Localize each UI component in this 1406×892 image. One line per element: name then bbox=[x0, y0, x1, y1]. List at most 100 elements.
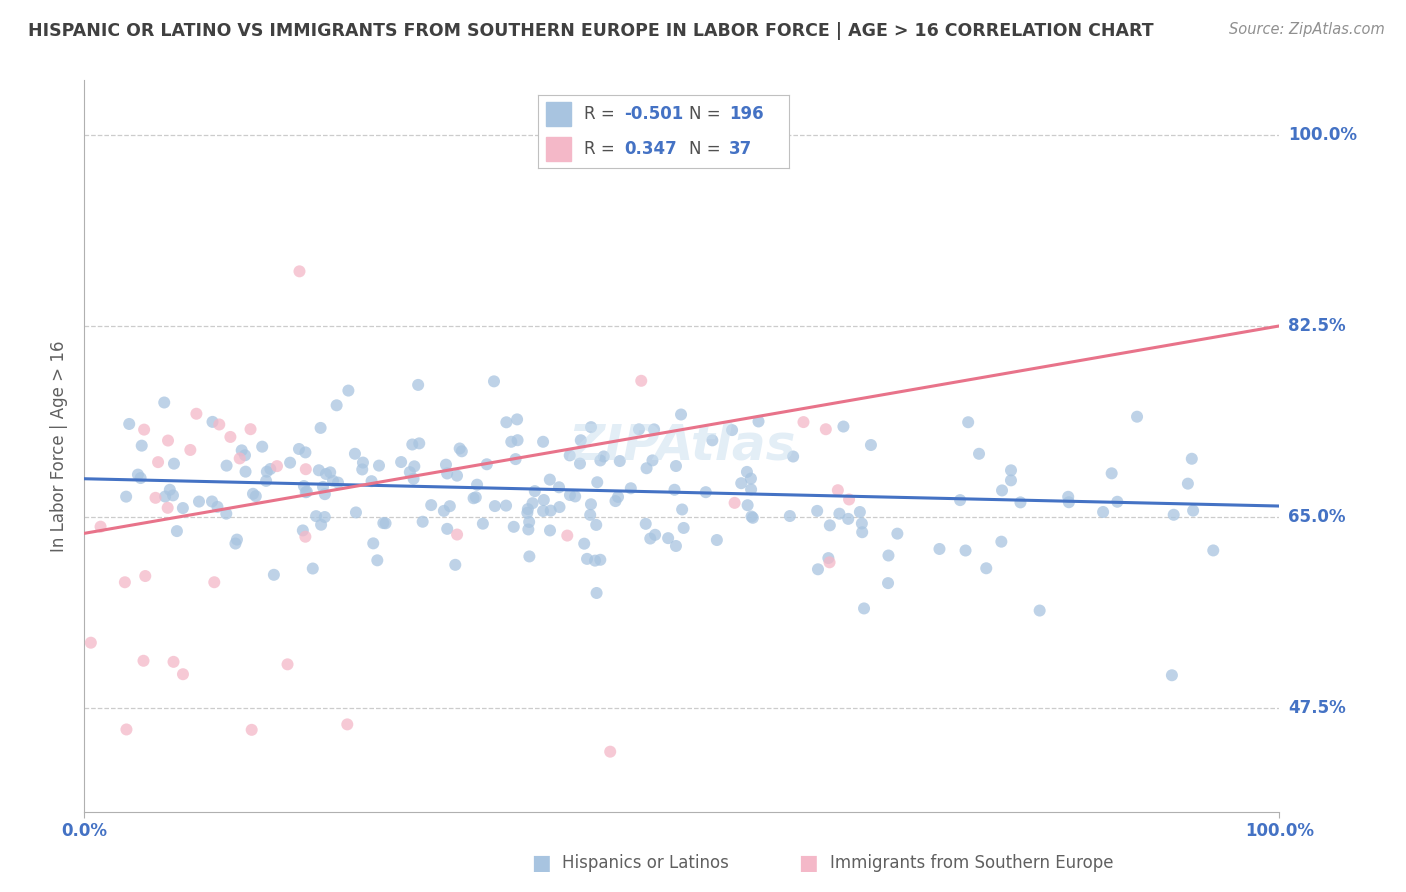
Point bbox=[741, 509, 763, 524]
Point bbox=[1000, 474, 1022, 488]
Text: 100.0%: 100.0% bbox=[1288, 126, 1357, 144]
Point bbox=[215, 507, 238, 521]
Point bbox=[172, 501, 194, 516]
Point bbox=[308, 463, 330, 477]
Point bbox=[231, 443, 253, 458]
Point bbox=[828, 507, 851, 521]
Point bbox=[294, 445, 316, 459]
Point bbox=[250, 440, 273, 454]
Point bbox=[186, 407, 208, 421]
Text: -0.501: -0.501 bbox=[624, 105, 683, 123]
Point bbox=[599, 745, 621, 759]
Point bbox=[506, 433, 529, 447]
Point bbox=[837, 512, 859, 526]
Point bbox=[484, 499, 506, 513]
Text: 37: 37 bbox=[730, 140, 752, 158]
Text: Immigrants from Southern Europe: Immigrants from Southern Europe bbox=[830, 854, 1114, 871]
Point bbox=[592, 450, 614, 464]
Point bbox=[153, 395, 176, 409]
Text: 82.5%: 82.5% bbox=[1288, 317, 1346, 334]
Point bbox=[352, 462, 374, 476]
Point bbox=[446, 527, 468, 541]
Point bbox=[465, 477, 488, 491]
Text: 65.0%: 65.0% bbox=[1288, 508, 1346, 526]
Point bbox=[1107, 495, 1129, 509]
Text: 0.347: 0.347 bbox=[624, 140, 676, 158]
Point bbox=[412, 515, 434, 529]
Point bbox=[630, 374, 652, 388]
Point bbox=[516, 502, 538, 516]
Point bbox=[569, 457, 592, 471]
Point bbox=[242, 487, 264, 501]
Point bbox=[263, 567, 285, 582]
Point bbox=[132, 423, 156, 437]
Point bbox=[740, 483, 762, 497]
Point bbox=[523, 484, 546, 499]
Point bbox=[337, 384, 360, 398]
Point bbox=[361, 536, 384, 550]
Point bbox=[538, 473, 561, 487]
Point bbox=[589, 553, 612, 567]
Point bbox=[401, 437, 423, 451]
Point bbox=[967, 447, 990, 461]
Point bbox=[569, 434, 592, 448]
Point bbox=[589, 453, 612, 467]
Point bbox=[501, 434, 523, 449]
Text: ■: ■ bbox=[531, 853, 551, 872]
Point bbox=[517, 523, 540, 537]
Point bbox=[172, 667, 194, 681]
Point bbox=[439, 499, 461, 513]
Point bbox=[114, 575, 136, 590]
Text: N =: N = bbox=[689, 140, 725, 158]
Point bbox=[1126, 409, 1149, 424]
Point bbox=[558, 449, 581, 463]
Point bbox=[991, 483, 1014, 498]
Point bbox=[737, 498, 759, 512]
Point bbox=[665, 458, 688, 473]
Point bbox=[226, 533, 249, 547]
Point bbox=[294, 485, 316, 500]
Point bbox=[741, 511, 763, 525]
Point bbox=[641, 453, 664, 467]
Point bbox=[585, 586, 607, 600]
Text: 196: 196 bbox=[730, 105, 763, 123]
Point bbox=[1000, 463, 1022, 477]
Point bbox=[115, 490, 138, 504]
Point bbox=[322, 474, 344, 488]
Point bbox=[434, 458, 457, 472]
Point bbox=[1177, 476, 1199, 491]
Point bbox=[779, 508, 801, 523]
Point bbox=[665, 539, 688, 553]
Point bbox=[90, 519, 112, 533]
Point bbox=[517, 515, 540, 529]
Point bbox=[215, 458, 238, 473]
Point bbox=[505, 452, 527, 467]
Point bbox=[366, 553, 388, 567]
Point bbox=[928, 541, 950, 556]
Point bbox=[305, 509, 328, 524]
Point bbox=[344, 505, 367, 519]
Point bbox=[1161, 668, 1184, 682]
Point bbox=[208, 417, 231, 432]
Point bbox=[531, 504, 554, 518]
Point bbox=[818, 518, 841, 533]
Point bbox=[620, 481, 643, 495]
Point bbox=[134, 569, 156, 583]
Point bbox=[957, 415, 980, 429]
Point bbox=[463, 491, 485, 506]
Point bbox=[239, 422, 262, 436]
Point bbox=[740, 472, 762, 486]
Point bbox=[224, 536, 246, 550]
Point bbox=[398, 465, 420, 479]
Point bbox=[516, 506, 538, 520]
Point bbox=[201, 415, 224, 429]
Point bbox=[627, 422, 650, 436]
Text: 47.5%: 47.5% bbox=[1288, 699, 1346, 717]
Point bbox=[576, 552, 599, 566]
Text: R =: R = bbox=[583, 140, 620, 158]
Point bbox=[723, 496, 745, 510]
Point bbox=[1028, 603, 1050, 617]
Point bbox=[519, 549, 541, 564]
Point bbox=[721, 423, 744, 437]
Point bbox=[374, 516, 396, 531]
